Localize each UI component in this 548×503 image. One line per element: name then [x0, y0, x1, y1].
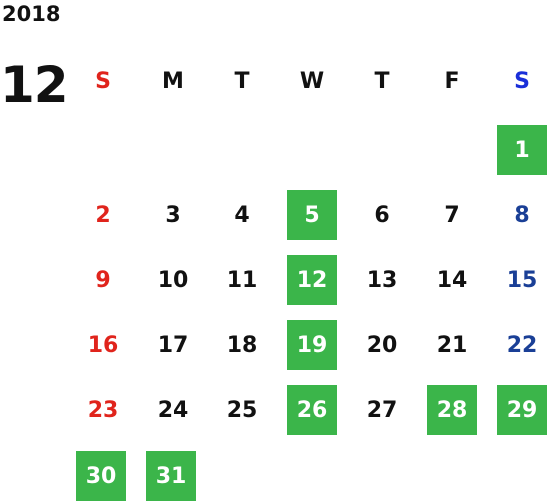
weekday-header-tue: T: [234, 68, 250, 94]
weekday-header-sun: S: [95, 68, 111, 94]
weekday-header-fri: F: [444, 68, 460, 94]
weekday-header-wed: W: [299, 68, 325, 94]
calendar-day-6[interactable]: 6: [374, 202, 390, 228]
calendar-day-31[interactable]: 31: [146, 451, 196, 501]
calendar-day-16[interactable]: 16: [87, 332, 119, 358]
calendar-day-9[interactable]: 9: [95, 267, 111, 293]
calendar-day-4[interactable]: 4: [234, 202, 250, 228]
calendar-day-14[interactable]: 14: [436, 267, 468, 293]
calendar-day-12[interactable]: 12: [287, 255, 337, 305]
calendar-day-18[interactable]: 18: [226, 332, 258, 358]
calendar-day-8[interactable]: 8: [514, 202, 530, 228]
calendar-day-24[interactable]: 24: [157, 397, 189, 423]
calendar-day-5[interactable]: 5: [287, 190, 337, 240]
calendar-day-7[interactable]: 7: [444, 202, 460, 228]
calendar-month: 12: [0, 56, 69, 114]
calendar-day-26[interactable]: 26: [287, 385, 337, 435]
calendar-day-27[interactable]: 27: [366, 397, 398, 423]
calendar-day-17[interactable]: 17: [157, 332, 189, 358]
calendar-day-21[interactable]: 21: [436, 332, 468, 358]
calendar-day-19[interactable]: 19: [287, 320, 337, 370]
calendar-day-11[interactable]: 11: [226, 267, 258, 293]
calendar-day-23[interactable]: 23: [87, 397, 119, 423]
calendar-day-29[interactable]: 29: [497, 385, 547, 435]
calendar-day-28[interactable]: 28: [427, 385, 477, 435]
calendar-day-13[interactable]: 13: [366, 267, 398, 293]
weekday-header-sat: S: [514, 68, 530, 94]
calendar-day-20[interactable]: 20: [366, 332, 398, 358]
calendar-day-30[interactable]: 30: [76, 451, 126, 501]
calendar-day-2[interactable]: 2: [95, 202, 111, 228]
calendar-day-10[interactable]: 10: [157, 267, 189, 293]
weekday-header-thu: T: [374, 68, 390, 94]
calendar-day-15[interactable]: 15: [506, 267, 538, 293]
calendar-year: 2018: [2, 2, 61, 26]
calendar-day-25[interactable]: 25: [226, 397, 258, 423]
weekday-header-mon: M: [162, 68, 184, 94]
calendar-day-1[interactable]: 1: [497, 125, 547, 175]
calendar-day-3[interactable]: 3: [165, 202, 181, 228]
calendar-day-22[interactable]: 22: [506, 332, 538, 358]
